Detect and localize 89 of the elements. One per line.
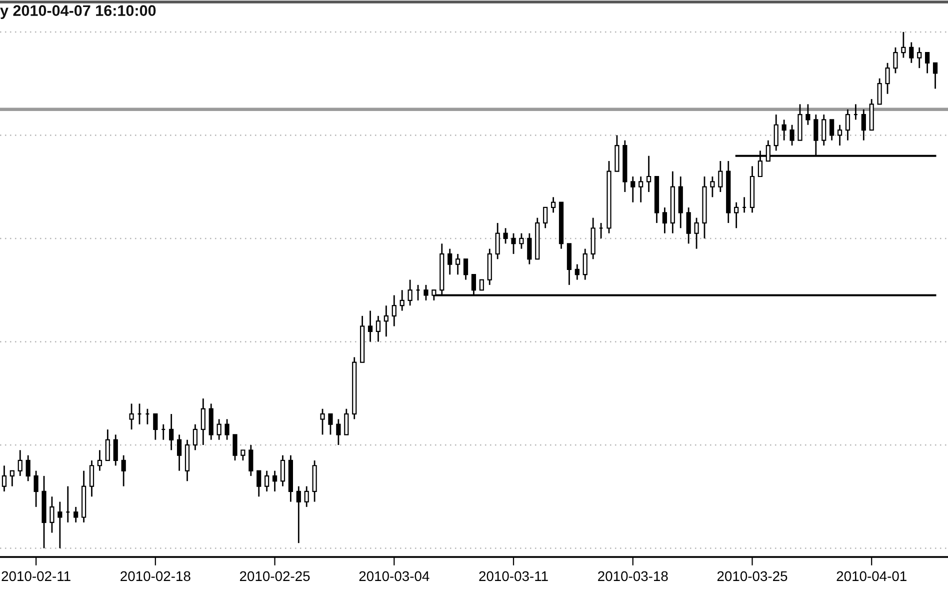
candlestick	[582, 248, 588, 280]
candlestick	[845, 108, 850, 142]
candlestick	[384, 304, 388, 338]
candlestick	[527, 232, 532, 265]
candlestick	[105, 428, 110, 462]
candlestick	[34, 470, 38, 508]
candlestick	[424, 284, 428, 302]
candlestick	[806, 104, 810, 126]
candlestick	[50, 496, 54, 534]
candlestick	[686, 206, 691, 244]
x-tick-label: 2010-04-01	[836, 571, 906, 582]
candlestick	[861, 108, 866, 142]
candlestick	[26, 454, 30, 482]
candlestick	[479, 279, 484, 291]
candlestick	[280, 454, 286, 487]
candlestick	[925, 52, 930, 74]
candlestick	[256, 470, 262, 498]
candlestick	[463, 258, 468, 280]
x-tick-label: 2010-03-25	[717, 571, 788, 582]
candlestick	[264, 470, 270, 492]
candlestick	[574, 264, 580, 280]
candlestick	[734, 202, 739, 229]
candlestick	[216, 418, 222, 440]
x-tick-label: 2010-02-11	[2, 571, 70, 582]
x-tick-label: 2010-03-11	[479, 571, 548, 582]
candlestick	[18, 449, 22, 477]
candlestick	[169, 413, 174, 451]
candlestick	[694, 217, 699, 250]
candlestick	[901, 31, 906, 58]
candlestick	[638, 176, 644, 204]
candlestick	[408, 279, 412, 306]
candlestick	[718, 160, 723, 193]
candlestick	[2, 464, 7, 492]
candlestick	[710, 176, 715, 198]
candlestick	[630, 176, 636, 204]
candlestick	[320, 408, 325, 436]
candlestick	[153, 413, 158, 440]
chart-title: y 2010-04-07 16:10:00	[0, 5, 156, 20]
candlestick	[917, 46, 922, 69]
candlestick	[400, 289, 404, 312]
candlestick	[837, 124, 842, 146]
candlestick	[909, 42, 914, 64]
candlestick	[368, 310, 373, 342]
candlestick	[200, 398, 206, 446]
candlestick	[272, 470, 278, 492]
candlestick	[662, 206, 668, 234]
candlestick	[129, 402, 134, 430]
candlestick	[511, 232, 516, 255]
candlestick	[344, 408, 349, 436]
candlestick	[822, 114, 826, 146]
candlestick	[240, 449, 246, 462]
candlestick	[376, 315, 381, 342]
candlestick	[89, 460, 94, 498]
candlestick	[543, 206, 548, 229]
candlestick	[121, 454, 126, 487]
candlestick	[774, 114, 778, 152]
candlestick	[519, 232, 524, 250]
candlestick	[336, 418, 341, 446]
candlestick	[550, 196, 556, 214]
candlestick	[97, 449, 102, 472]
candlestick	[232, 434, 238, 462]
candlestick	[932, 62, 938, 90]
candlestick	[248, 444, 254, 477]
candlestick	[495, 222, 500, 260]
candlestick	[74, 506, 78, 524]
candlestick	[113, 434, 118, 466]
x-tick-label: 2010-02-18	[120, 571, 190, 582]
candlestick	[893, 46, 898, 74]
candlestick	[224, 418, 230, 440]
candlestick	[392, 294, 396, 327]
candlestick	[58, 501, 62, 549]
candlestick	[10, 470, 14, 487]
candlestick	[790, 124, 794, 146]
candlestick	[877, 78, 882, 105]
candlestick	[503, 227, 508, 244]
candlestick	[296, 486, 301, 544]
candlestick	[830, 119, 834, 142]
candlestick	[176, 434, 182, 472]
x-tick-label: 2010-03-04	[359, 571, 430, 582]
candlestick	[885, 62, 890, 95]
candlestick	[192, 424, 198, 451]
candlestick	[448, 248, 452, 276]
candlestick	[646, 155, 652, 193]
candlestick	[456, 253, 460, 276]
candlestick	[304, 486, 309, 508]
x-tick-label: 2010-02-25	[240, 571, 310, 582]
candlestick	[782, 119, 786, 142]
x-tick-label: 2010-03-18	[598, 571, 668, 582]
candlestick	[328, 413, 333, 436]
